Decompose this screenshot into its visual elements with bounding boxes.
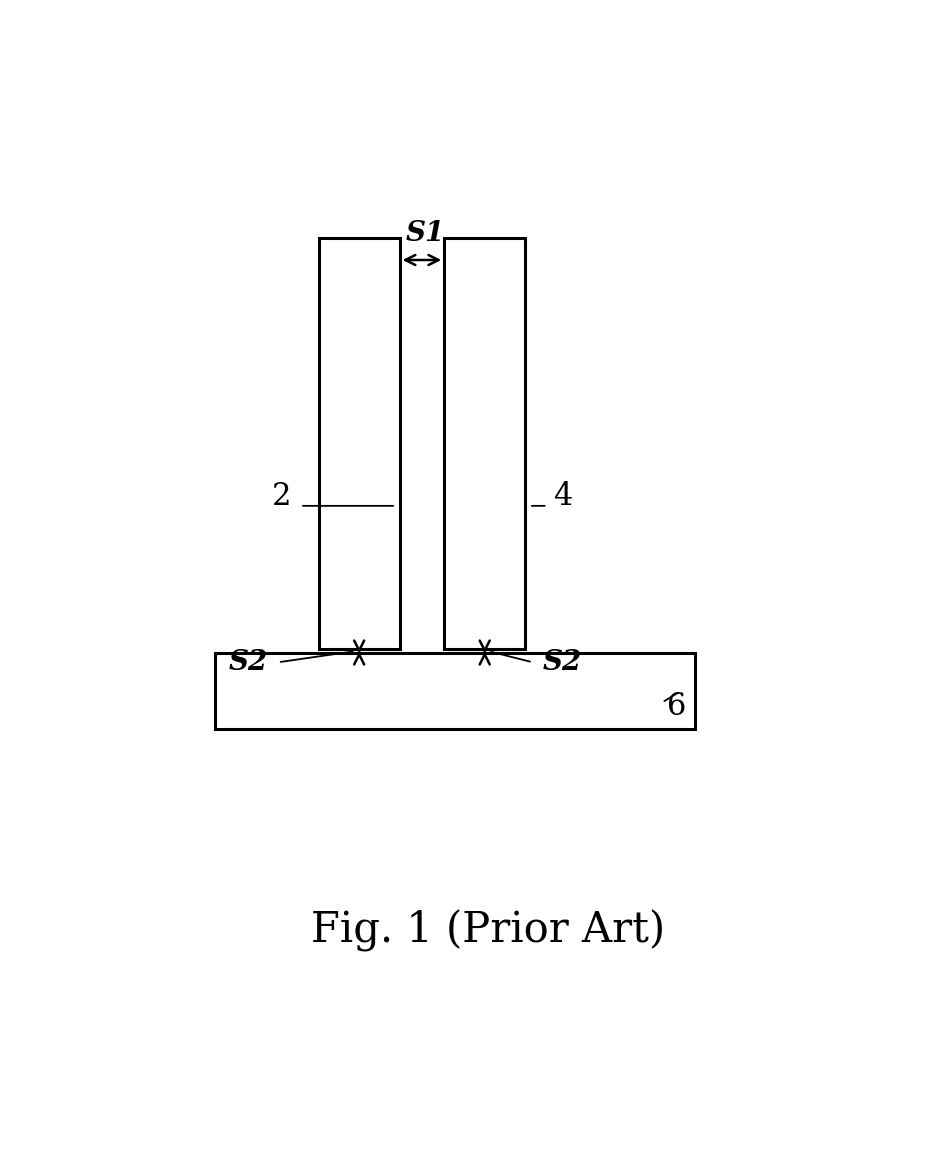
Text: 4: 4 (552, 482, 571, 512)
Bar (215, 654, 694, 729)
Text: Fig. 1 (Prior Art): Fig. 1 (Prior Art) (311, 909, 664, 952)
Text: S2: S2 (542, 649, 582, 676)
Text: S1: S1 (406, 219, 445, 246)
Bar (318, 238, 400, 649)
Bar (444, 238, 525, 649)
Text: 2: 2 (271, 482, 291, 512)
Text: 6: 6 (666, 692, 685, 722)
Text: S2: S2 (228, 649, 268, 676)
